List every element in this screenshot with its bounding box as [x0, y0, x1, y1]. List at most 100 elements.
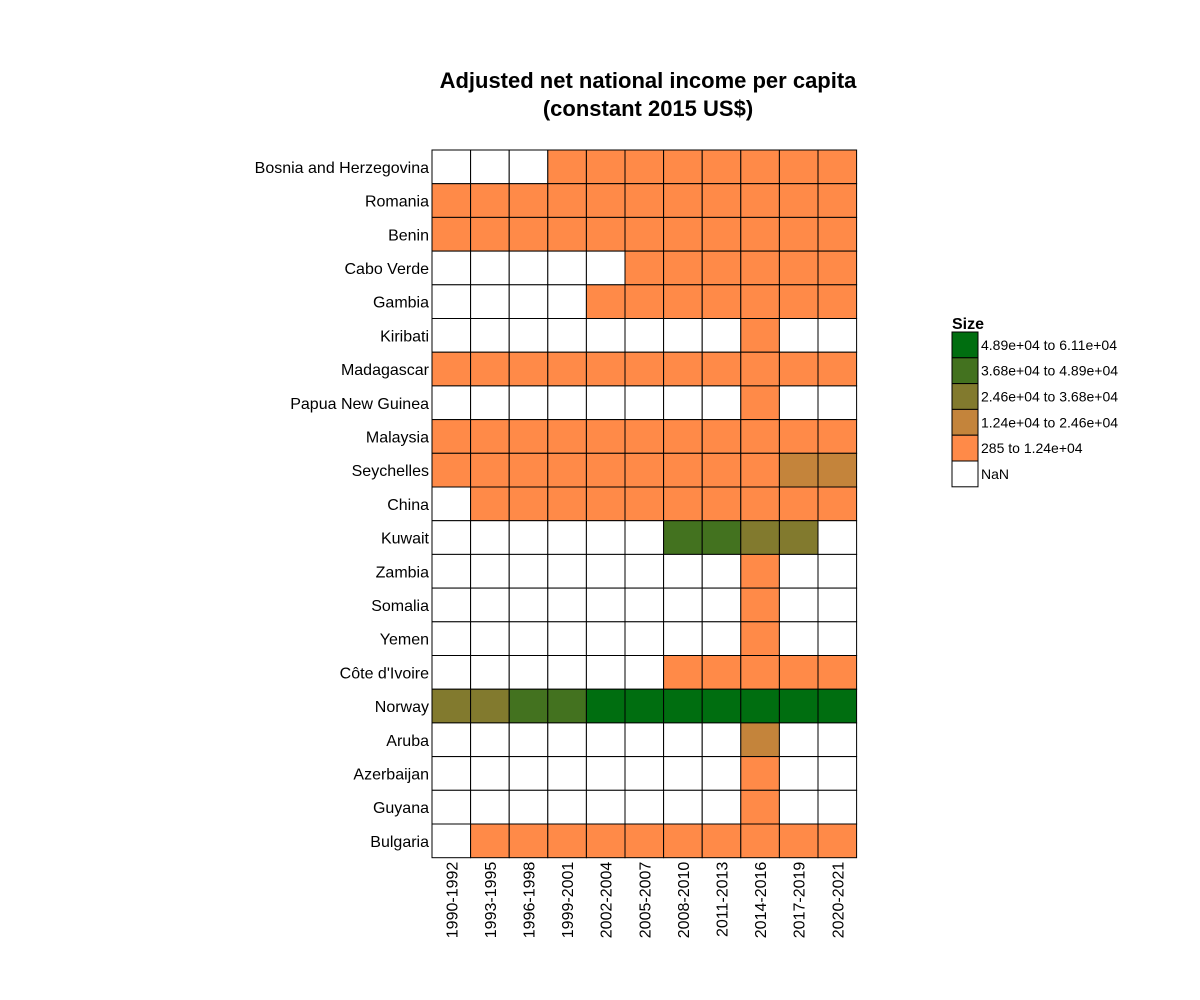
heatmap-cell: [470, 486, 510, 522]
heatmap-cell: [508, 621, 549, 656]
heatmap-cell: [740, 688, 780, 724]
heatmap-cell: [470, 655, 510, 690]
y-tick-label: Papua New Guinea: [290, 396, 429, 413]
heatmap-cell: [547, 722, 587, 758]
heatmap-cell: [778, 722, 819, 758]
chart-title: Adjusted net national income per capita: [439, 68, 857, 93]
y-tick-label: Azerbaijan: [353, 766, 429, 783]
heatmap-cell: [508, 318, 549, 353]
heatmap-cell: [508, 149, 549, 185]
heatmap-cell: [663, 756, 703, 791]
heatmap-cell: [431, 789, 472, 825]
heatmap-cell: [470, 284, 510, 319]
heatmap-cell: [547, 385, 587, 421]
heatmap-cell: [817, 520, 858, 555]
legend-swatch: [951, 434, 979, 462]
heatmap-cell: [624, 688, 665, 724]
y-tick-label: Aruba: [386, 733, 429, 750]
heatmap-cell: [740, 149, 780, 185]
heatmap-cell: [547, 284, 587, 319]
heatmap-cell: [624, 284, 665, 319]
heatmap-cell: [585, 149, 626, 185]
heatmap-cell: [663, 149, 703, 185]
legend-title: Size: [952, 316, 984, 333]
heatmap-cell: [817, 318, 858, 353]
heatmap-cell: [663, 452, 703, 488]
heatmap-cell: [508, 789, 549, 825]
y-tick-label: Zambia: [376, 564, 429, 581]
heatmap-cell: [663, 520, 703, 555]
heatmap-cell: [778, 823, 819, 859]
heatmap-cell: [547, 789, 587, 825]
heatmap-cell: [624, 149, 665, 185]
heatmap-cell: [431, 419, 472, 454]
heatmap-cell: [701, 587, 742, 623]
heatmap-cell: [585, 351, 626, 387]
heatmap-cell: [663, 284, 703, 319]
heatmap-cell: [817, 385, 858, 421]
y-tick-label: Madagascar: [341, 362, 430, 379]
heatmap-cell: [470, 756, 510, 791]
heatmap-cell: [740, 351, 780, 387]
heatmap-cell: [431, 486, 472, 522]
heatmap-cell: [624, 385, 665, 421]
heatmap-cell: [624, 823, 665, 859]
heatmap-cell: [585, 385, 626, 421]
heatmap-cell: [585, 520, 626, 555]
heatmap-cell: [547, 553, 587, 589]
legend-swatch: [951, 460, 979, 488]
heatmap-cell: [740, 419, 780, 454]
heatmap-cell: [624, 250, 665, 286]
heatmap-cell: [817, 756, 858, 791]
heatmap-cell: [817, 553, 858, 589]
x-tick-label: 2002-2004: [599, 862, 616, 939]
heatmap-cell: [778, 688, 819, 724]
heatmap-cell: [701, 250, 742, 286]
legend-label: 3.68e+04 to 4.89e+04: [981, 363, 1118, 379]
heatmap-cell: [547, 318, 587, 353]
heatmap-cell: [778, 284, 819, 319]
heatmap-cell: [701, 553, 742, 589]
heatmap-cell: [701, 655, 742, 690]
y-tick-label: Bosnia and Herzegovina: [255, 160, 429, 177]
heatmap-cell: [508, 756, 549, 791]
heatmap-cell: [624, 318, 665, 353]
heatmap-cell: [470, 722, 510, 758]
heatmap-cell: [778, 520, 819, 555]
heatmap-cell: [817, 655, 858, 690]
heatmap-cell: [470, 149, 510, 185]
heatmap-cell: [778, 553, 819, 589]
heatmap-cell: [470, 823, 510, 859]
heatmap-cell: [470, 688, 510, 724]
heatmap-cell: [431, 553, 472, 589]
heatmap-cell: [585, 823, 626, 859]
heatmap-cell: [624, 452, 665, 488]
heatmap-cell: [701, 183, 742, 218]
heatmap-cell: [624, 520, 665, 555]
heatmap-cell: [817, 149, 858, 185]
heatmap-cell: [431, 385, 472, 421]
heatmap-cell: [547, 823, 587, 859]
heatmap-cell: [431, 823, 472, 859]
heatmap-cell: [740, 183, 780, 218]
heatmap-cell: [585, 789, 626, 825]
heatmap-cell: [740, 385, 780, 421]
heatmap-cell: [470, 789, 510, 825]
y-tick-label: China: [387, 497, 429, 514]
heatmap-cell: [740, 520, 780, 555]
heatmap-cell: [740, 318, 780, 353]
heatmap-cell: [778, 621, 819, 656]
heatmap-cell: [701, 452, 742, 488]
heatmap-cell: [431, 452, 472, 488]
heatmap-cell: [778, 149, 819, 185]
heatmap-cell: [740, 789, 780, 825]
heatmap-cell: [740, 587, 780, 623]
heatmap-cell: [431, 655, 472, 690]
heatmap-cell: [508, 722, 549, 758]
heatmap-cell: [547, 621, 587, 656]
heatmap-cell: [778, 250, 819, 286]
heatmap-cell: [740, 216, 780, 252]
heatmap-cell: [547, 216, 587, 252]
heatmap-cell: [817, 722, 858, 758]
heatmap-cell: [431, 216, 472, 252]
